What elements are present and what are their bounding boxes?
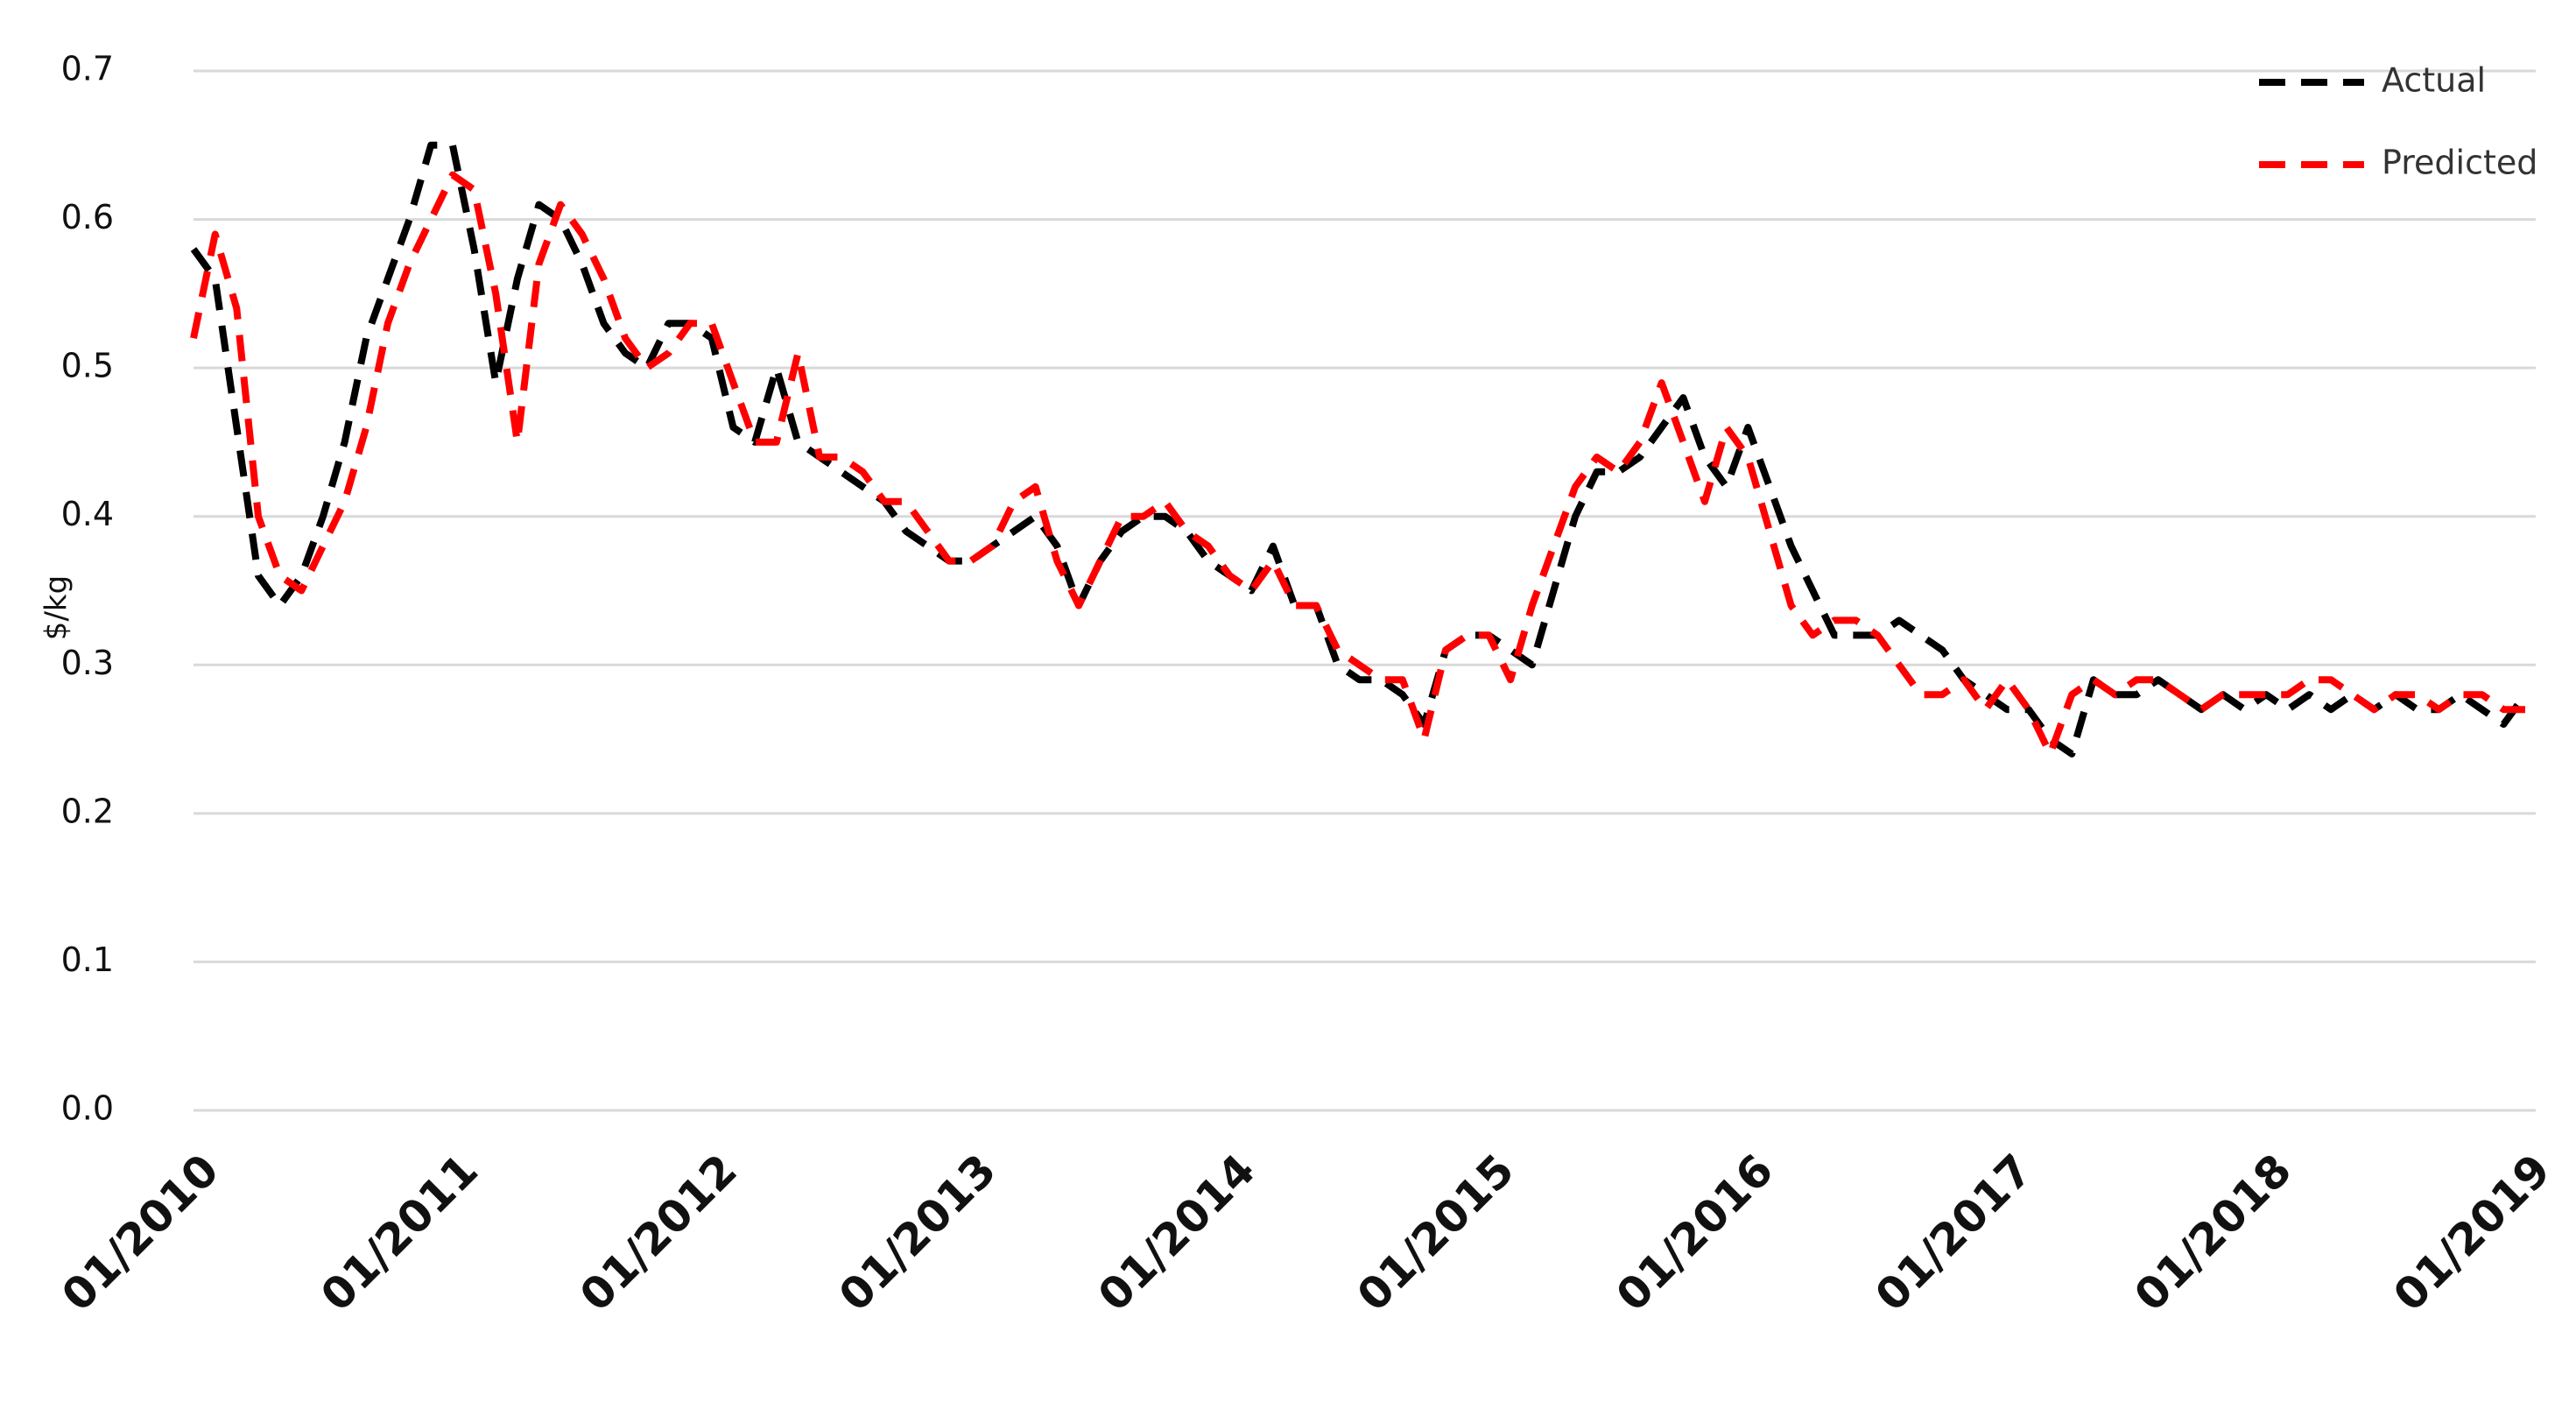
x-tick-label: 01/2011 xyxy=(311,1145,488,1321)
y-tick-label: 0.4 xyxy=(61,495,114,533)
x-tick-label: 01/2012 xyxy=(570,1145,747,1321)
x-tick-label: 01/2018 xyxy=(2125,1145,2302,1321)
x-tick-label: 01/2017 xyxy=(1866,1145,2043,1321)
y-tick-label: 0.3 xyxy=(61,644,114,682)
y-axis-label: $/kg xyxy=(39,575,74,640)
y-tick-label: 0.1 xyxy=(61,940,114,979)
x-tick-label: 01/2014 xyxy=(1088,1145,1265,1321)
series-line xyxy=(190,141,2529,757)
x-tick-label: 01/2010 xyxy=(52,1145,229,1321)
legend-label: Actual xyxy=(2382,61,2486,100)
legend-label: Predicted xyxy=(2382,144,2537,182)
y-tick-label: 0.6 xyxy=(61,198,114,236)
series-line xyxy=(190,171,2525,757)
x-tick-label: 01/2015 xyxy=(1348,1145,1524,1321)
x-tick-label: 01/2016 xyxy=(1607,1145,1784,1321)
y-tick-label: 0.7 xyxy=(61,50,114,88)
x-tick-label: 01/2019 xyxy=(2383,1145,2560,1321)
y-tick-label: 0.0 xyxy=(61,1089,114,1128)
y-tick-label: 0.2 xyxy=(61,792,114,830)
y-tick-label: 0.5 xyxy=(61,347,114,385)
x-tick-label: 01/2013 xyxy=(829,1145,1006,1321)
